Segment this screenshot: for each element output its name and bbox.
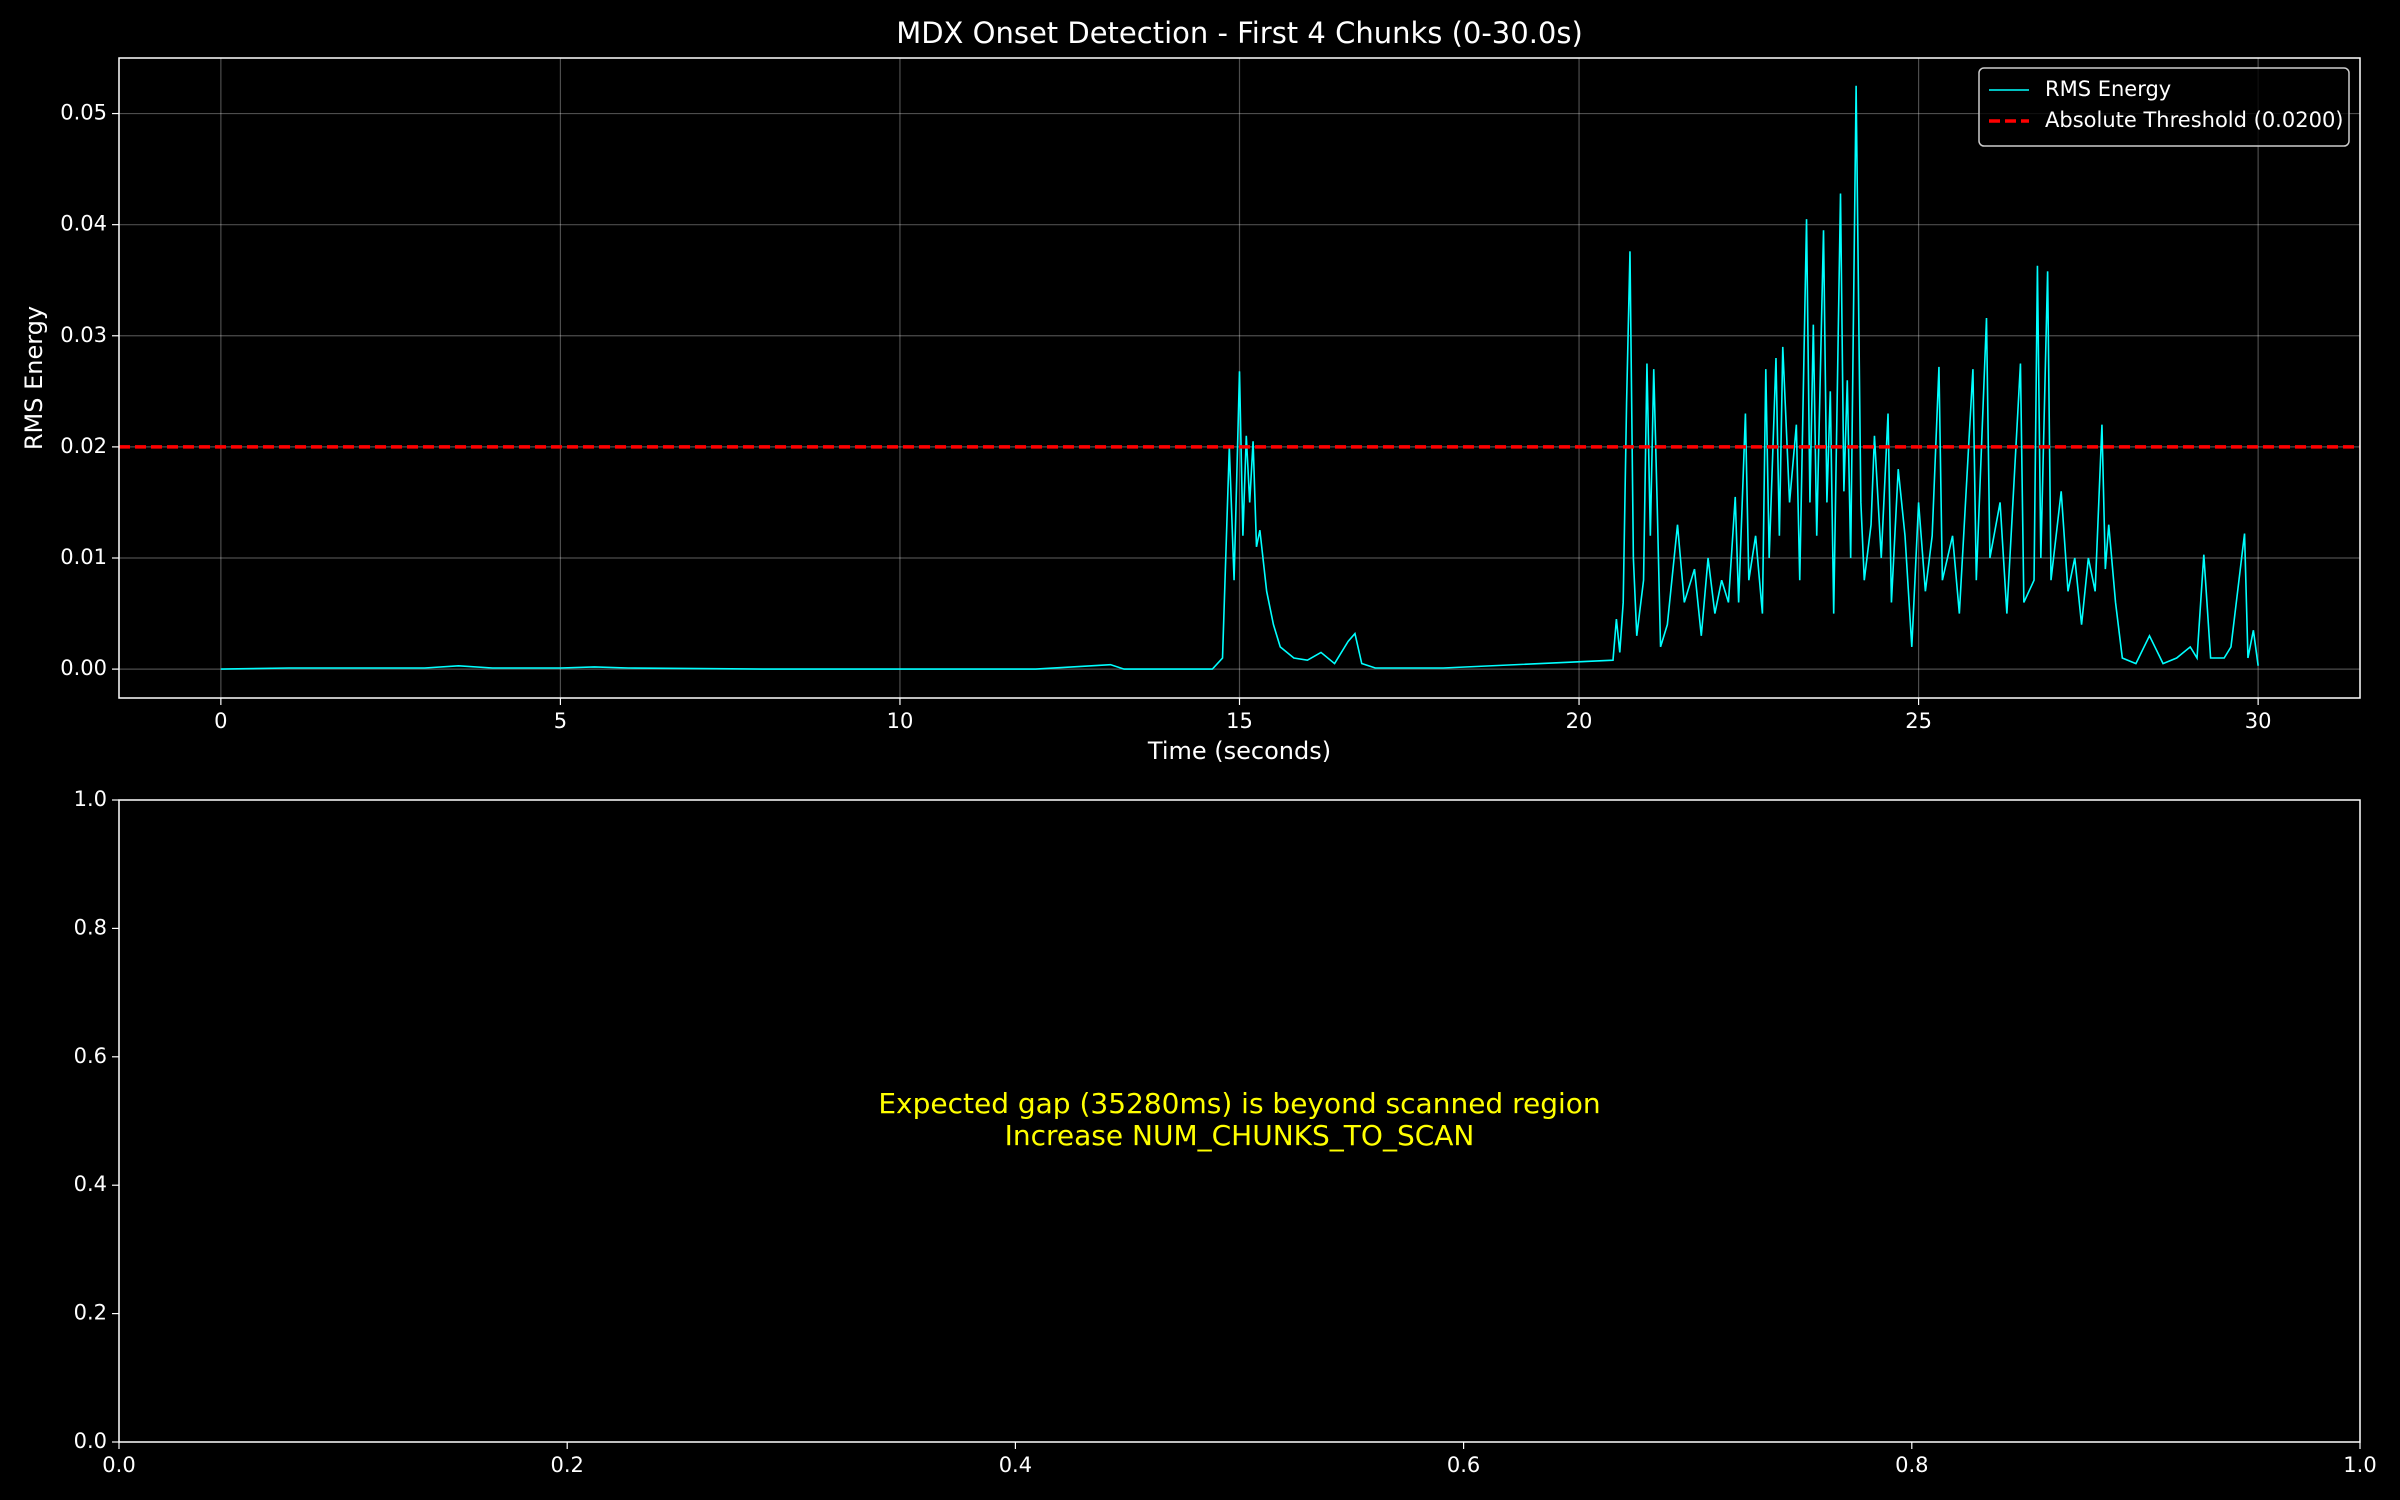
chart-title: MDX Onset Detection - First 4 Chunks (0-… bbox=[896, 16, 1583, 50]
y-tick-label: 1.0 bbox=[74, 787, 107, 811]
y-tick-label: 0.2 bbox=[74, 1301, 107, 1325]
legend-label: Absolute Threshold (0.0200) bbox=[2045, 108, 2344, 132]
axes-frame bbox=[118, 57, 2361, 699]
x-axis-label: Time (seconds) bbox=[1147, 737, 1331, 765]
data-line bbox=[220, 85, 2259, 670]
x-tick-label: 5 bbox=[554, 709, 567, 733]
annotation: Expected gap (35280ms) is beyond scanned… bbox=[878, 1087, 1600, 1120]
y-tick-label: 0.04 bbox=[60, 212, 107, 236]
x-tick-label: 0.4 bbox=[999, 1453, 1032, 1477]
x-tick-label: 1.0 bbox=[2343, 1453, 2376, 1477]
y-tick-label: 0.4 bbox=[74, 1172, 107, 1196]
x-tick-label: 30 bbox=[2245, 709, 2272, 733]
x-tick-label: 0 bbox=[214, 709, 227, 733]
annotation: Increase NUM_CHUNKS_TO_SCAN bbox=[1005, 1119, 1475, 1152]
x-tick-label: 0.8 bbox=[1895, 1453, 1928, 1477]
x-tick-label: 25 bbox=[1905, 709, 1932, 733]
x-tick-label: 20 bbox=[1566, 709, 1593, 733]
x-tick-label: 10 bbox=[887, 709, 914, 733]
x-tick-label: 0.0 bbox=[102, 1453, 135, 1477]
y-tick-label: 0.02 bbox=[60, 434, 107, 458]
y-tick-label: 0.05 bbox=[60, 101, 107, 125]
legend-label: RMS Energy bbox=[2045, 77, 2171, 101]
y-tick-label: 0.00 bbox=[60, 656, 107, 680]
y-tick-label: 0.8 bbox=[74, 915, 107, 939]
x-tick-label: 15 bbox=[1226, 709, 1253, 733]
axes-frame bbox=[118, 799, 2361, 1443]
y-tick-label: 0.0 bbox=[74, 1429, 107, 1453]
x-tick-label: 0.2 bbox=[550, 1453, 583, 1477]
x-tick-label: 0.6 bbox=[1447, 1453, 1480, 1477]
legend-box bbox=[1978, 67, 2350, 147]
y-tick-label: 0.03 bbox=[60, 323, 107, 347]
y-tick-label: 0.01 bbox=[60, 545, 107, 569]
y-axis-label: RMS Energy bbox=[20, 306, 48, 450]
y-tick-label: 0.6 bbox=[74, 1044, 107, 1068]
